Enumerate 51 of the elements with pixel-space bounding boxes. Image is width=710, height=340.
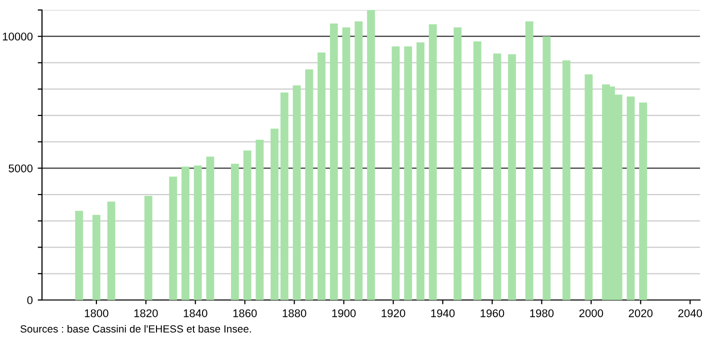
bar [270, 128, 278, 300]
bar [473, 41, 482, 300]
bar [144, 196, 152, 300]
bar [256, 140, 264, 300]
bar [330, 23, 338, 300]
y-tick-label: 0 [27, 296, 33, 304]
bar [354, 21, 363, 300]
bar [404, 46, 412, 300]
bar [493, 54, 502, 300]
x-tick-label: 1860 [233, 309, 257, 318]
bar [626, 96, 635, 300]
bar [454, 27, 462, 300]
bar [342, 27, 350, 300]
bar [542, 36, 551, 300]
x-tick-label: 1960 [480, 309, 504, 318]
x-tick-label: 2020 [628, 309, 653, 318]
bar [416, 42, 424, 300]
bar [525, 21, 534, 300]
bar [428, 24, 437, 300]
y-tick-label: 5000 [8, 164, 33, 172]
x-tick-label: 1920 [382, 309, 406, 318]
x-tick-label: 1880 [282, 309, 306, 318]
x-tick-label: 1940 [431, 309, 455, 318]
x-tick-label: 2000 [579, 309, 604, 318]
bar [194, 166, 202, 300]
bar [639, 102, 648, 300]
x-tick-label: 2040 [678, 309, 702, 318]
bar [318, 52, 326, 300]
bar [243, 150, 252, 300]
source-note: Sources : base Cassini de l'EHESS et base Insee. [20, 324, 251, 333]
x-tick-label: 1820 [134, 309, 158, 318]
bar [280, 92, 288, 300]
bar [206, 156, 214, 300]
bar [305, 69, 314, 300]
x-tick-label: 1800 [84, 309, 108, 318]
bar [230, 164, 239, 300]
x-tick-label: 1900 [332, 309, 356, 318]
bar [584, 74, 593, 300]
bar [75, 210, 84, 300]
y-tick-label: 10000 [2, 32, 33, 40]
x-tick-label: 1980 [530, 309, 554, 318]
x-tick-label: 1840 [184, 309, 208, 318]
bar [182, 166, 190, 300]
bar [508, 54, 516, 300]
bar [367, 10, 375, 300]
bar [92, 214, 100, 300]
bar [392, 46, 400, 300]
bar [107, 202, 116, 300]
bar [562, 60, 570, 300]
bar [292, 85, 301, 300]
bar [169, 176, 178, 300]
